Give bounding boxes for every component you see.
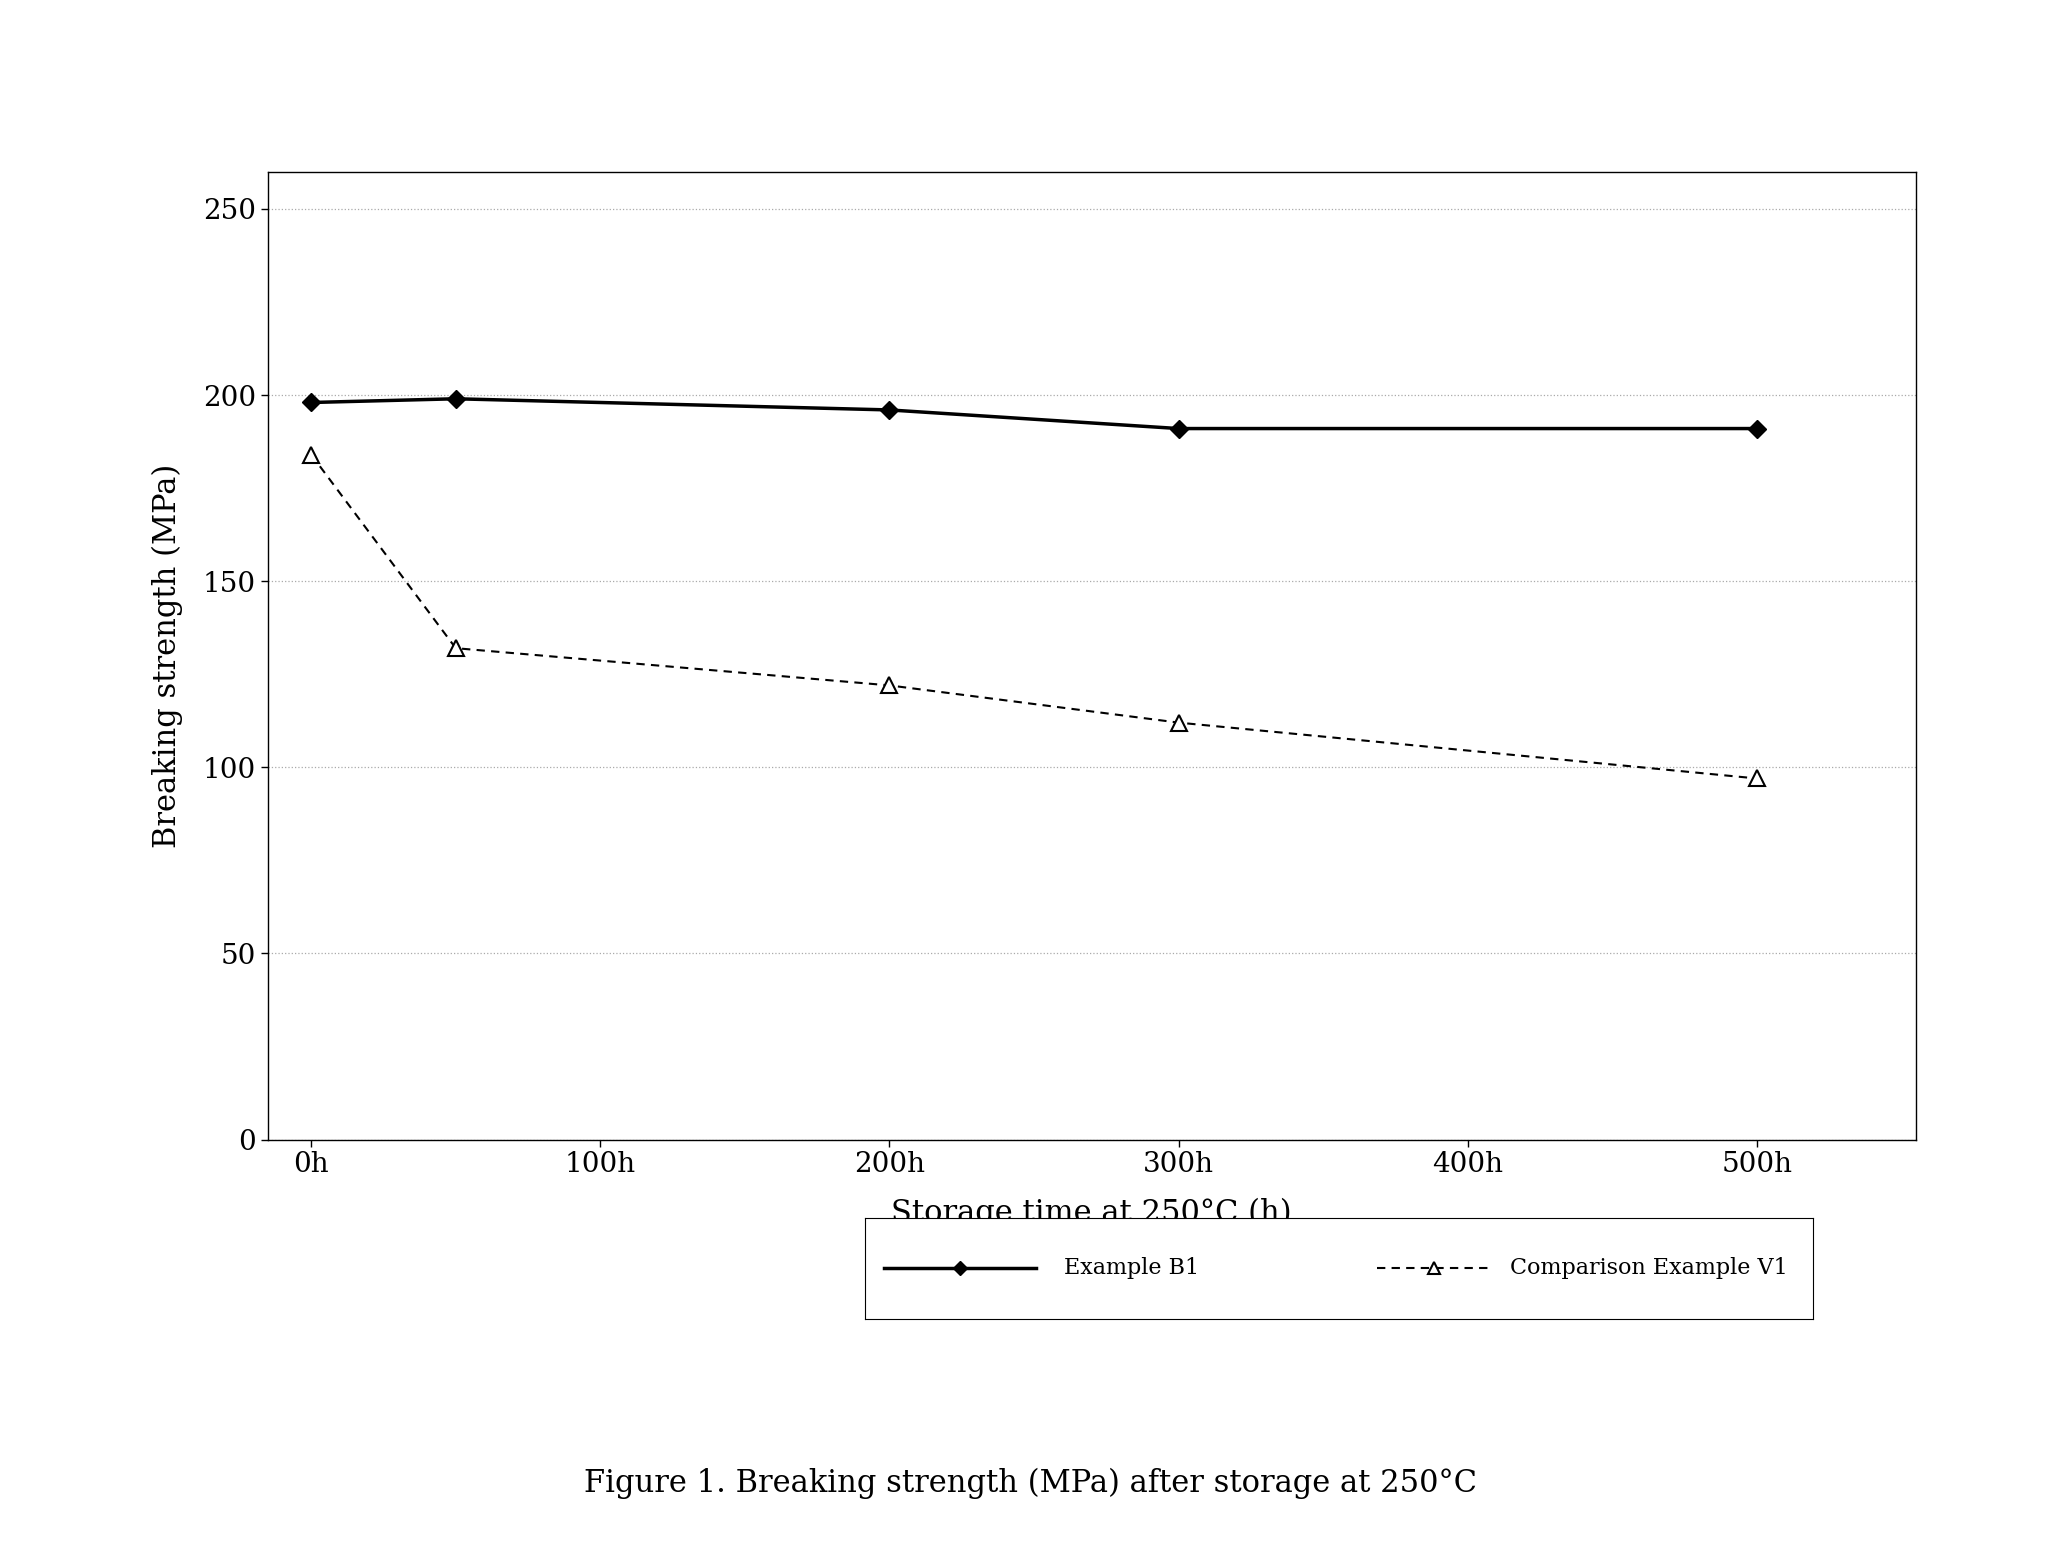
X-axis label: Storage time at 250°C (h): Storage time at 250°C (h) xyxy=(892,1197,1292,1229)
Text: Example B1: Example B1 xyxy=(1065,1257,1199,1280)
Y-axis label: Breaking strength (MPa): Breaking strength (MPa) xyxy=(152,464,183,848)
Text: Comparison Example V1: Comparison Example V1 xyxy=(1510,1257,1788,1280)
Text: Figure 1. Breaking strength (MPa) after storage at 250°C: Figure 1. Breaking strength (MPa) after … xyxy=(583,1467,1477,1499)
